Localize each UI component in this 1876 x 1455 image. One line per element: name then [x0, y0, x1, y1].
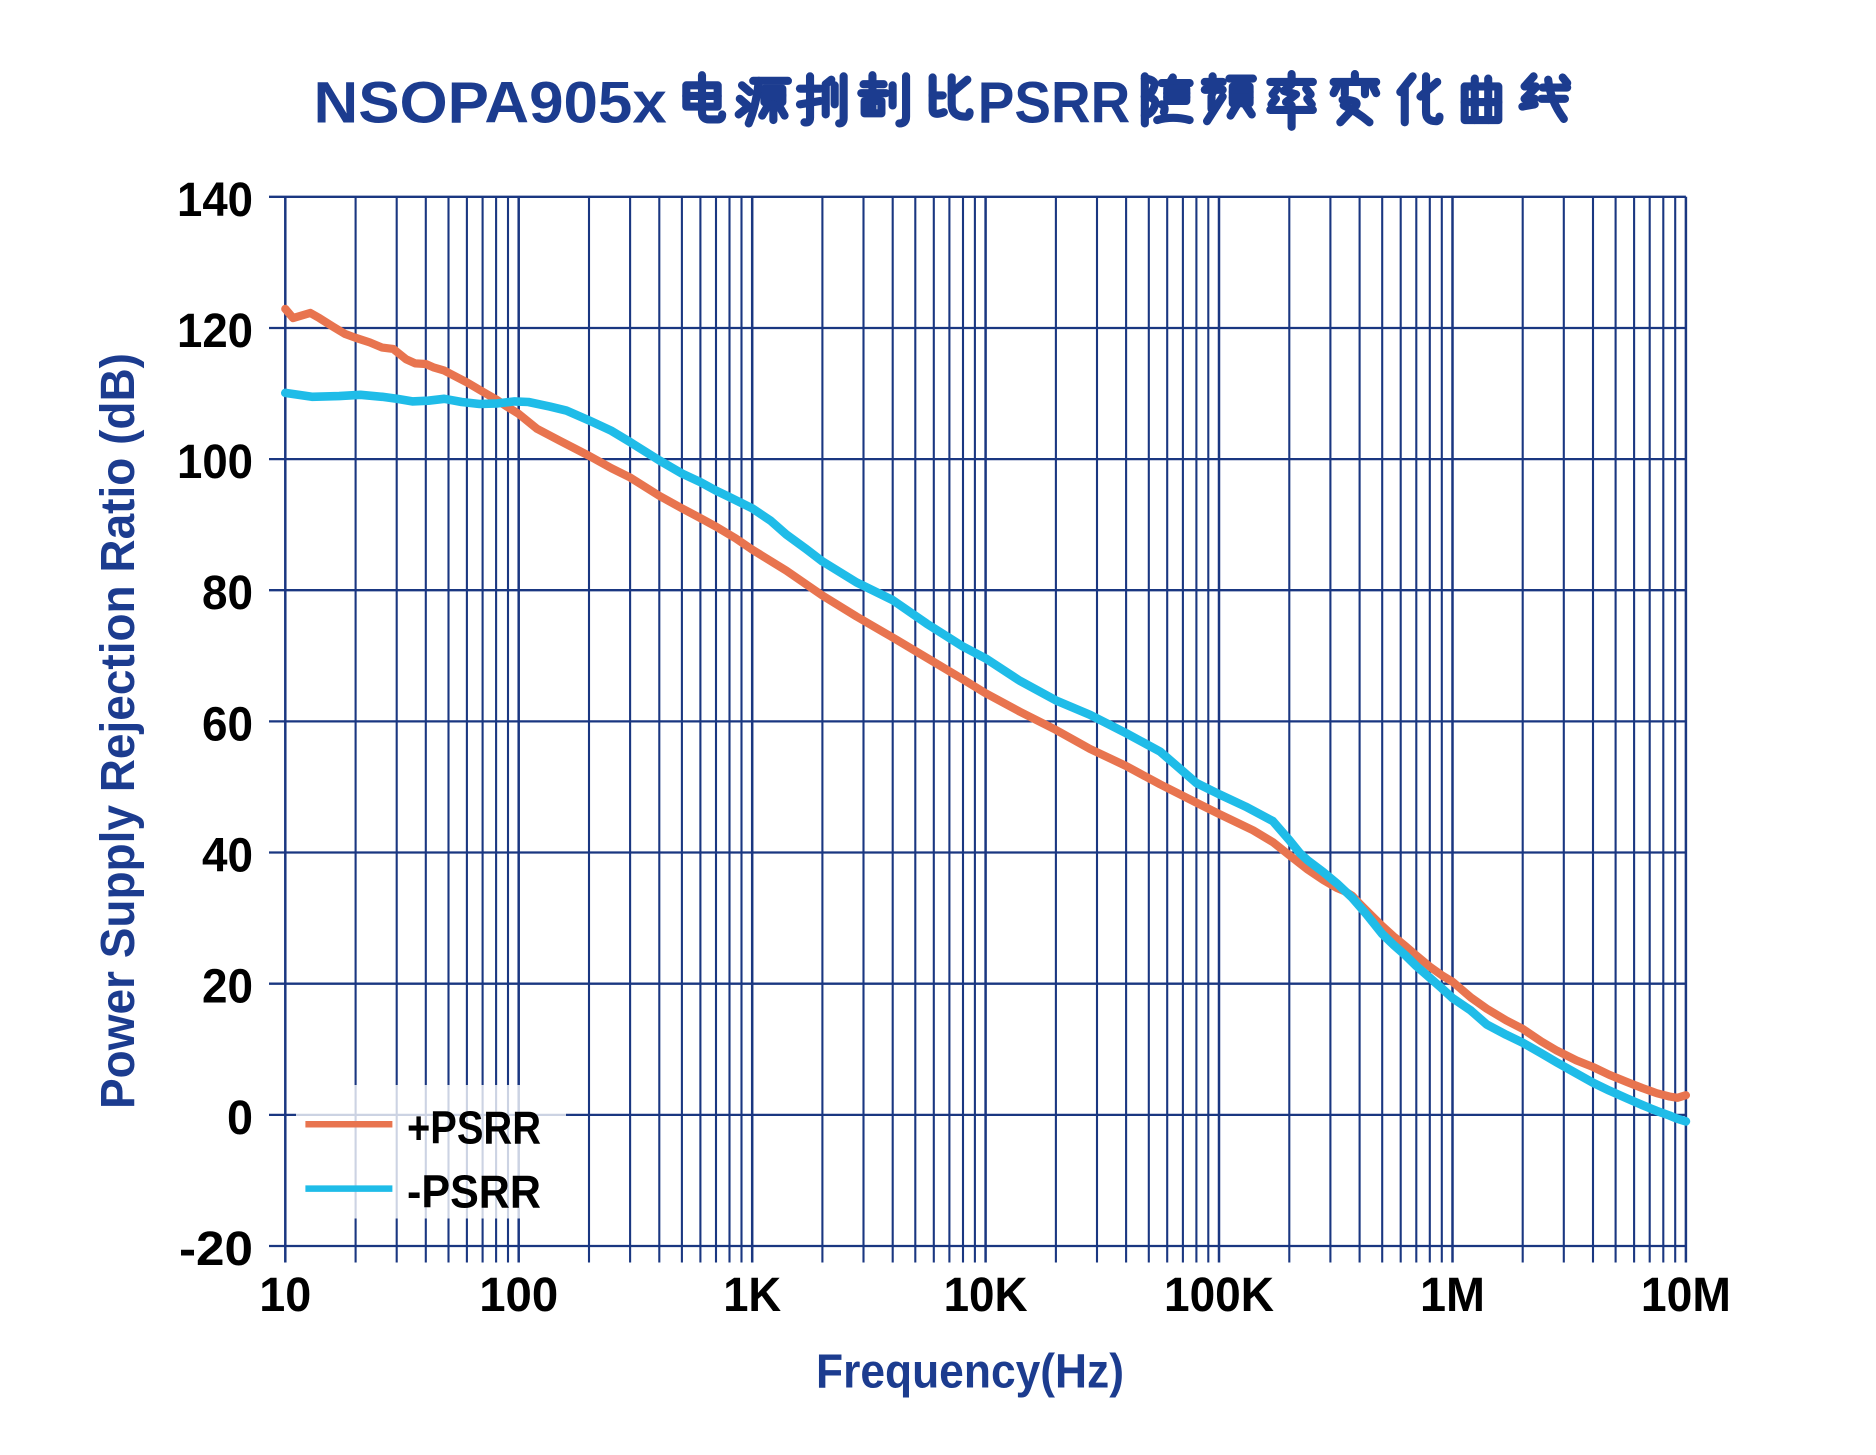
svg-text:40: 40 — [202, 830, 253, 883]
svg-text:Power Supply Rejection Ratio (: Power Supply Rejection Ratio (dB) — [92, 353, 145, 1109]
svg-text:10: 10 — [259, 1269, 311, 1322]
svg-text:1M: 1M — [1420, 1269, 1485, 1322]
svg-text:100: 100 — [479, 1269, 558, 1322]
svg-text:60: 60 — [202, 698, 253, 751]
svg-text:100K: 100K — [1164, 1269, 1274, 1322]
svg-text:1K: 1K — [723, 1269, 781, 1322]
svg-text:80: 80 — [202, 567, 253, 620]
svg-text:+PSRR: +PSRR — [407, 1101, 541, 1153]
svg-text:100: 100 — [177, 436, 253, 489]
svg-text:-PSRR: -PSRR — [407, 1166, 541, 1218]
svg-text:140: 140 — [177, 174, 253, 227]
svg-text:Frequency(Hz): Frequency(Hz) — [816, 1346, 1124, 1399]
svg-text:PSRR: PSRR — [978, 71, 1130, 136]
svg-text:20: 20 — [202, 961, 253, 1014]
svg-text:120: 120 — [177, 305, 253, 358]
svg-text:10M: 10M — [1641, 1269, 1731, 1322]
svg-text:0: 0 — [227, 1092, 253, 1145]
svg-text:-20: -20 — [179, 1223, 253, 1276]
svg-text:10K: 10K — [944, 1269, 1028, 1322]
svg-text:NSOPA905x: NSOPA905x — [314, 71, 667, 136]
